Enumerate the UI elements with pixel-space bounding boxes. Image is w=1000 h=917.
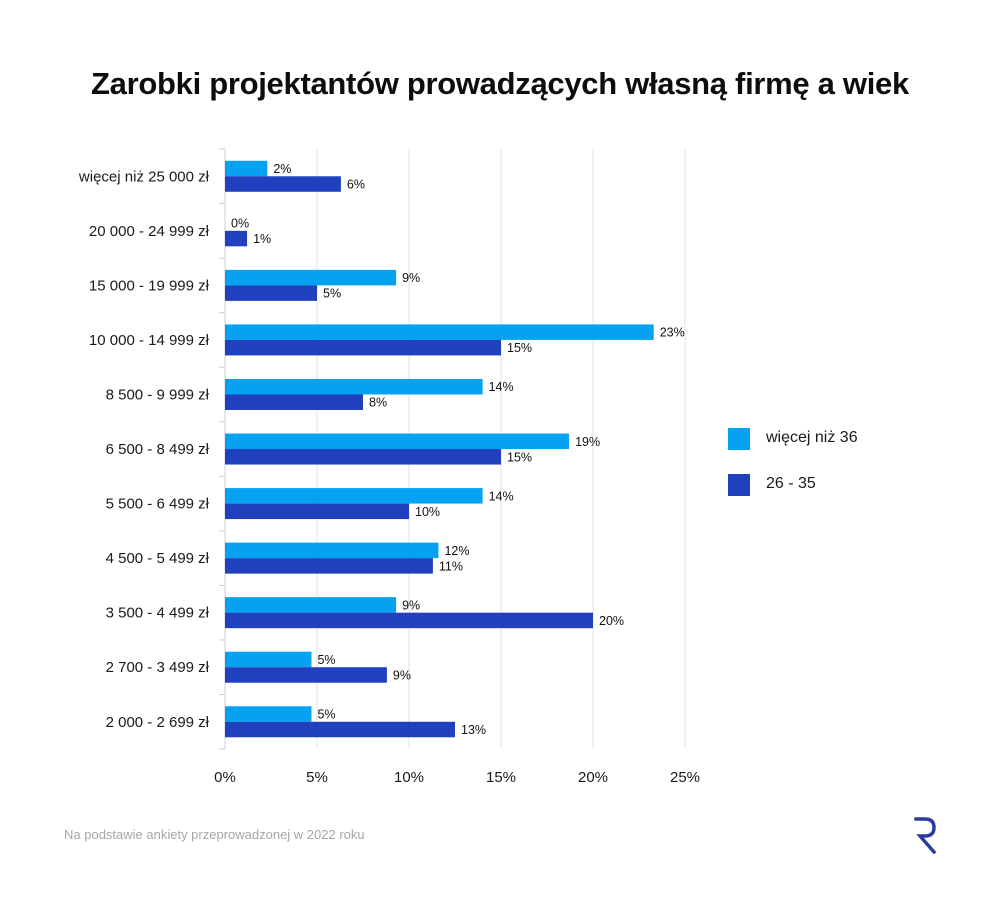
category-label: 2 000 - 2 699 zł: [106, 714, 210, 731]
x-tick-label: 10%: [394, 769, 424, 786]
bar-older: [225, 706, 312, 722]
x-tick-label: 5%: [306, 769, 328, 786]
legend-swatch-older: [728, 428, 750, 450]
bar-older: [225, 269, 397, 286]
x-tick-label: 15%: [486, 769, 516, 786]
bar-younger: [225, 667, 387, 683]
bar-older: [225, 378, 483, 395]
category-label: więcej niż 25 000 zł: [78, 168, 210, 185]
category-label: 3 500 - 4 499 zł: [106, 605, 210, 622]
bar-older: [225, 160, 268, 177]
value-label-older: 5%: [317, 708, 335, 722]
value-label-older: 5%: [317, 653, 335, 667]
bar-younger: [225, 176, 341, 192]
chart-title: Zarobki projektantów prowadzących własną…: [91, 66, 909, 101]
r-logo-icon: [914, 817, 937, 854]
value-label-older: 9%: [402, 271, 420, 285]
category-label: 15 000 - 19 999 zł: [89, 277, 210, 294]
value-label-younger: 6%: [347, 178, 365, 192]
bar-younger: [225, 285, 317, 301]
category-label: 8 500 - 9 999 zł: [106, 386, 210, 403]
bar-older: [225, 324, 654, 340]
category-label: 4 500 - 5 499 zł: [106, 550, 210, 567]
value-label-younger: 13%: [461, 723, 486, 737]
value-label-younger: 11%: [439, 559, 463, 573]
bar-older: [225, 433, 570, 450]
bar-younger: [225, 230, 248, 247]
bar-older: [225, 597, 397, 613]
value-label-younger: 15%: [507, 450, 532, 464]
bar-younger: [225, 449, 501, 465]
category-label: 6 500 - 8 499 zł: [106, 441, 210, 458]
value-label-younger: 8%: [369, 396, 387, 410]
value-label-younger: 5%: [323, 287, 341, 301]
value-label-younger: 15%: [507, 341, 532, 355]
legend-label-older: więcej niż 36: [766, 429, 858, 446]
value-label-older: 23%: [660, 326, 685, 340]
bar-younger: [225, 721, 455, 738]
x-tick-label: 20%: [578, 769, 608, 786]
bar-younger: [225, 612, 593, 629]
value-label-older: 2%: [273, 162, 291, 176]
x-tick-label: 25%: [670, 769, 700, 786]
value-label-older: 14%: [489, 489, 514, 503]
bar-older: [225, 651, 312, 668]
bar-younger: [225, 339, 501, 356]
value-label-older: 0%: [231, 217, 249, 231]
category-label: 5 500 - 6 499 zł: [106, 496, 210, 513]
bar-younger: [225, 558, 433, 574]
category-label: 2 700 - 3 499 zł: [106, 659, 210, 676]
footnote: Na podstawie ankiety przeprowadzonej w 2…: [64, 827, 365, 842]
legend-swatch-younger: [728, 474, 750, 496]
value-label-younger: 1%: [253, 232, 271, 246]
bar-younger: [225, 503, 409, 520]
value-label-older: 9%: [402, 598, 420, 612]
value-label-older: 14%: [489, 380, 514, 394]
value-label-younger: 9%: [393, 668, 411, 682]
value-label-older: 19%: [575, 435, 600, 449]
category-label: 20 000 - 24 999 zł: [89, 223, 210, 240]
bar-younger: [225, 394, 363, 410]
legend-label-younger: 26 - 35: [766, 475, 816, 492]
value-label-older: 12%: [444, 544, 469, 558]
x-tick-label: 0%: [214, 769, 236, 786]
category-label: 10 000 - 14 999 zł: [89, 332, 210, 349]
bar-older: [225, 488, 483, 504]
value-label-younger: 10%: [415, 505, 440, 519]
bar-older: [225, 542, 439, 559]
value-label-younger: 20%: [599, 614, 624, 628]
